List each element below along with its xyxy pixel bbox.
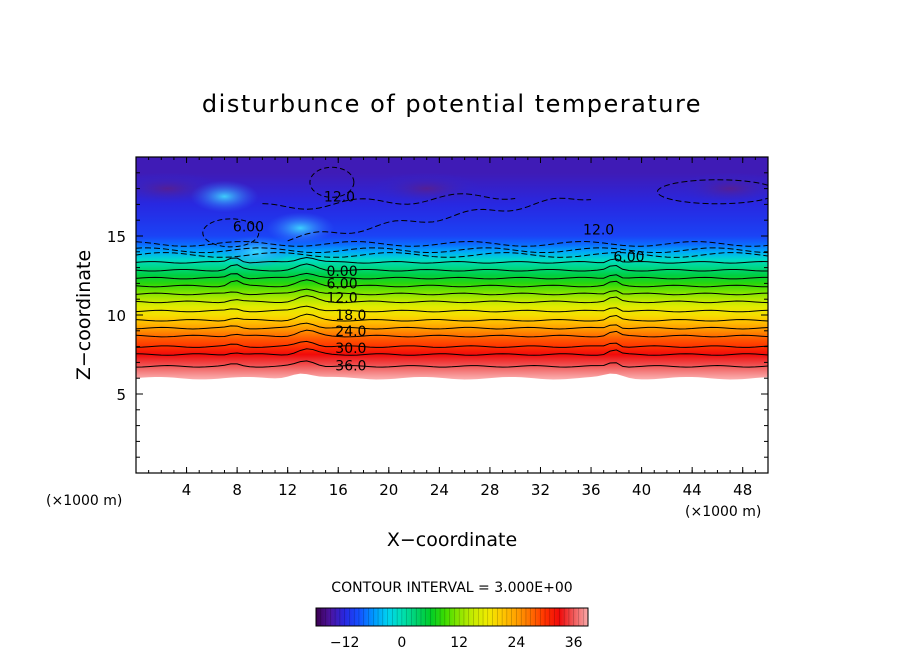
contour-line-12 <box>136 288 768 296</box>
contour-label: 30.0 <box>335 341 366 357</box>
x-tick-label: 8 <box>232 481 242 499</box>
x-tick-label: 4 <box>182 481 192 499</box>
y-tick-label: 15 <box>107 228 126 246</box>
y-tick-label: 10 <box>107 307 126 325</box>
dashed-contour-1 <box>136 247 768 254</box>
contour-line-33 <box>136 348 768 356</box>
contour-labels: 0.006.0012.018.024.030.036.06.0012.012.0… <box>233 190 645 375</box>
x-tick-label: 28 <box>480 481 499 499</box>
dashed-contour-0 <box>136 252 768 258</box>
dashed-loop-top <box>309 166 355 198</box>
contour-line-24 <box>136 322 768 330</box>
warm-anomaly-1 <box>190 180 259 213</box>
x-tick-label: 12 <box>278 481 297 499</box>
y-axis-label: Z−coordinate <box>73 250 95 380</box>
y-tick-label: 5 <box>116 386 126 404</box>
contour-interval-note: CONTOUR INTERVAL = 3.000E+00 <box>331 580 572 596</box>
contour-label: 12.0 <box>324 190 355 206</box>
contour-label: 36.0 <box>335 359 366 375</box>
x-tick-label: 44 <box>683 481 702 499</box>
contour-line-6 <box>136 272 768 280</box>
x-tick-label: 24 <box>430 481 449 499</box>
dashed-contour-2 <box>136 241 768 247</box>
dashed-filament <box>287 197 592 242</box>
heatmap-field <box>136 157 768 380</box>
contour-line-18 <box>136 305 768 313</box>
contour-lines <box>136 166 768 368</box>
x-unit-left: (×1000 m) <box>46 493 122 509</box>
contour-line-15 <box>136 295 768 304</box>
contour-line-27 <box>136 329 768 338</box>
x-unit-right: (×1000 m) <box>685 504 761 520</box>
contour-label: 12.0 <box>583 223 614 239</box>
cold-anomaly-1 <box>371 172 482 205</box>
contour-label: 12.0 <box>326 291 357 307</box>
contour-label: 6.00 <box>233 220 264 236</box>
contour-label: 24.0 <box>335 324 366 340</box>
contour-label: 6.00 <box>613 250 644 266</box>
x-tick-label: 32 <box>531 481 550 499</box>
x-tick-label: 20 <box>379 481 398 499</box>
colorbar-ticks: −12 0 12 24 36 <box>330 635 583 651</box>
colorbar-tick-label: 24 <box>508 635 526 651</box>
x-axis-label: X−coordinate <box>387 529 517 551</box>
colorbar-tick-label: 12 <box>450 635 468 651</box>
chart-title: disturbunce of potential temperature <box>202 90 702 118</box>
contour-label: 6.00 <box>326 276 357 292</box>
colorbar-stripes <box>320 608 584 626</box>
contour-line-3 <box>136 263 768 272</box>
colorbar-tick-label: 0 <box>397 635 406 651</box>
contour-label: 0.00 <box>326 264 357 280</box>
contour-label: 18.0 <box>335 308 366 324</box>
colorbar-tick-label: −12 <box>330 635 360 651</box>
x-tick-label: 40 <box>632 481 651 499</box>
contour-line-36 <box>136 360 768 368</box>
contour-line-9 <box>136 279 768 288</box>
colorbar-tick-label: 36 <box>565 635 583 651</box>
contour-line-30 <box>136 340 768 348</box>
contour-line-0 <box>136 257 768 264</box>
colorbar <box>315 607 589 627</box>
x-tick-label: 36 <box>581 481 600 499</box>
x-tick-label: 48 <box>733 481 752 499</box>
contour-line-21 <box>136 313 768 322</box>
dashed-filament-upper <box>262 193 516 210</box>
dashed-loop-left <box>202 218 260 248</box>
x-tick-label: 16 <box>329 481 348 499</box>
warm-anomaly-2 <box>266 212 335 245</box>
